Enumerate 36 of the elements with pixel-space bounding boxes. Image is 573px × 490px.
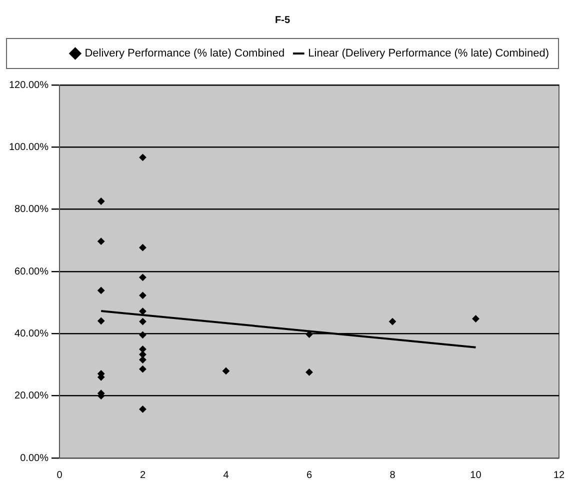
point	[472, 315, 480, 322]
point	[98, 317, 105, 324]
point	[98, 198, 105, 205]
point	[139, 346, 146, 353]
point	[139, 274, 146, 281]
y-tick-label: 100.00%	[8, 142, 49, 153]
y-tick-label: 80.00%	[14, 204, 49, 216]
point	[222, 367, 230, 374]
x-tick-label: 2	[140, 470, 146, 481]
point	[139, 318, 146, 326]
point	[139, 292, 146, 299]
point	[139, 244, 146, 252]
point	[139, 366, 146, 373]
point	[139, 331, 146, 338]
x-tick-label: 12	[553, 470, 565, 481]
y-tick-label: 120.00%	[8, 80, 49, 91]
y-tick-label: 40.00%	[14, 328, 49, 340]
legend-label: Delivery Performance (% late) Combined	[84, 48, 285, 60]
point	[306, 368, 313, 376]
y-tick-label: 0.00%	[20, 452, 49, 464]
y-tick-label: 60.00%	[14, 266, 49, 278]
point	[139, 308, 146, 315]
x-tick-label: 4	[223, 470, 230, 481]
point	[388, 318, 396, 326]
legend-label: Linear (Delivery Performance (% late) Combined)	[308, 48, 550, 60]
point	[139, 356, 146, 364]
point	[139, 406, 146, 413]
chart-title: F-5	[275, 14, 290, 26]
x-tick-label: 8	[390, 470, 396, 481]
x-tick-label: 6	[306, 470, 312, 481]
point	[98, 238, 105, 245]
point	[139, 154, 146, 161]
x-tick-label: 10	[470, 470, 482, 481]
point	[98, 286, 105, 294]
x-tick-label: 0	[56, 470, 63, 481]
y-tick-label: 20.00%	[14, 390, 49, 402]
